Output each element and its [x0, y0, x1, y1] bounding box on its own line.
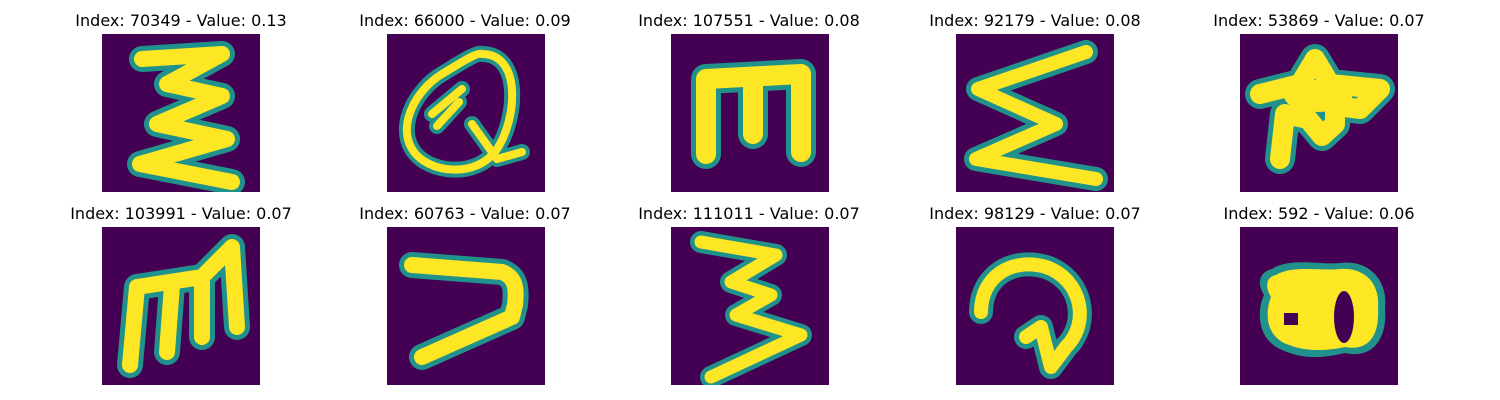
- hook-seven-glyph: [387, 227, 545, 385]
- panel-title: Index: 98129 - Value: 0.07: [929, 204, 1141, 223]
- panel-title: Index: 111011 - Value: 0.07: [638, 204, 860, 223]
- zigzag-sigma-glyph: [956, 34, 1114, 192]
- panel-title: Index: 107551 - Value: 0.08: [638, 11, 860, 30]
- panel-title: Index: 592 - Value: 0.06: [1223, 204, 1415, 223]
- zigzag-e-glyph: [102, 34, 260, 192]
- panel-title: Index: 53869 - Value: 0.07: [1213, 11, 1425, 30]
- panel-title: Index: 60763 - Value: 0.07: [359, 204, 571, 223]
- panel-title: Index: 103991 - Value: 0.07: [70, 204, 292, 223]
- curl-nine-glyph: [956, 227, 1114, 385]
- panel-title: Index: 66000 - Value: 0.09: [359, 11, 571, 30]
- blob-star-glyph: [1240, 34, 1398, 192]
- m-comb-glyph: [671, 34, 829, 192]
- script-m-glyph: [102, 227, 260, 385]
- panel-title: Index: 70349 - Value: 0.13: [75, 11, 287, 30]
- panel-title: Index: 92179 - Value: 0.08: [929, 11, 1141, 30]
- zigzag-three-glyph: [671, 227, 829, 385]
- blob-eight-glyph: [1240, 227, 1398, 385]
- loop-q-glyph: [387, 34, 545, 192]
